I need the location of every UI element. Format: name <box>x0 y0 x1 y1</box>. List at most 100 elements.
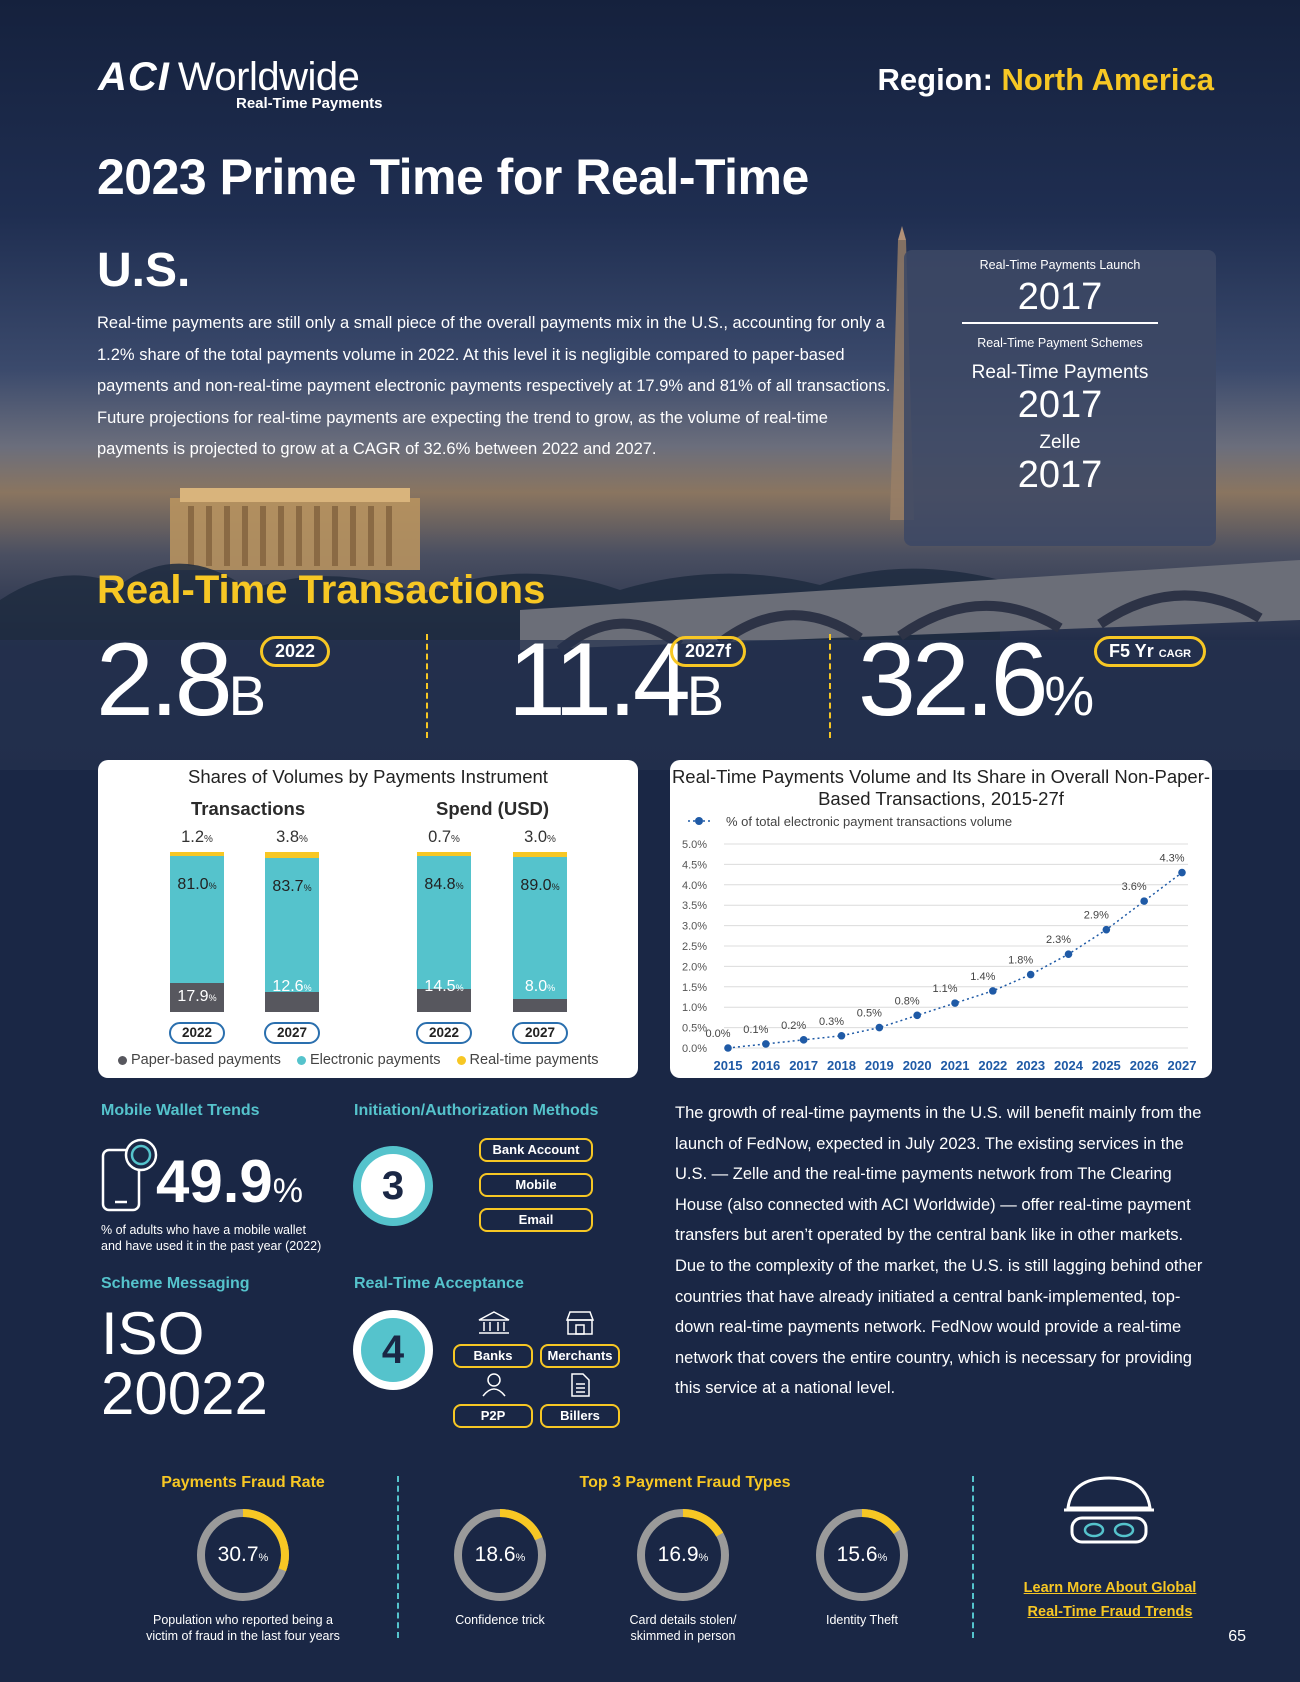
y-tick-label: 1.5% <box>682 982 707 994</box>
legend-swatch <box>118 1055 127 1065</box>
donut-ring <box>637 1509 729 1601</box>
bar-segment-paper <box>170 983 224 1012</box>
data-label: 1.4% <box>970 971 995 983</box>
bar-segment-paper <box>513 999 567 1012</box>
scheme-year: 2017 <box>1017 454 1103 496</box>
launch-year: 2017 <box>1017 276 1103 318</box>
data-point <box>989 987 997 995</box>
x-tick-label: 2017 <box>789 1058 818 1073</box>
year-pill: 2027 <box>264 1022 320 1044</box>
kpi-tag: 2022 <box>260 636 331 667</box>
link-line[interactable]: Real-Time Fraud Trends <box>1027 1604 1193 1620</box>
x-tick-label: 2023 <box>1016 1058 1045 1073</box>
region-label: Region: <box>877 62 993 97</box>
donut-fill <box>454 1509 546 1601</box>
data-label: 1.1% <box>932 983 957 995</box>
mobile-wallet-value: 49.9% <box>156 1152 303 1221</box>
logo-wordmark: Worldwide <box>177 55 360 99</box>
group-heading-spend: Spend (USD) <box>436 798 550 819</box>
stacked-bar <box>417 852 471 1012</box>
data-point <box>762 1040 770 1048</box>
logo-mark: ACI <box>98 55 170 99</box>
acceptance-pill: Banks <box>453 1344 533 1368</box>
initiation-heading: Initiation/Authorization Methods <box>354 1102 599 1119</box>
acceptance-count: 4 <box>353 1310 433 1390</box>
y-tick-label: 3.5% <box>682 900 707 912</box>
paper-share-label: 8.0% <box>524 978 556 995</box>
data-label: 2.3% <box>1046 934 1071 946</box>
data-point <box>724 1044 732 1052</box>
paper-share-label: 14.5% <box>424 978 464 995</box>
bar-segment-realtime <box>417 852 471 856</box>
hacker-mask-icon <box>1064 1476 1154 1544</box>
legend-marker <box>695 817 703 825</box>
data-label: 0.5% <box>857 1008 882 1020</box>
link-line[interactable]: Learn More About Global <box>1023 1580 1197 1596</box>
acceptance-pill: Merchants <box>540 1344 620 1368</box>
data-label: 0.3% <box>819 1016 844 1028</box>
paper-share-label: 17.9% <box>177 988 217 1005</box>
divider <box>397 1476 399 1638</box>
y-tick-label: 5.0% <box>682 839 707 851</box>
scheme-year: 2017 <box>1017 384 1103 426</box>
line-chart-title: Real-Time Payments Volume and Its Share … <box>671 766 1211 809</box>
data-point <box>875 1023 884 1032</box>
line-chart-card: Real-Time Payments Volume and Its Share … <box>670 760 1212 1078</box>
legend-swatch <box>456 1055 466 1065</box>
realtime-share-label: 3.0% <box>524 828 556 846</box>
data-point <box>1064 950 1073 958</box>
kpi-2022-volume: 2.8B 2022 <box>96 628 331 748</box>
legend-item: Paper-based payments <box>118 1052 281 1068</box>
data-point <box>913 1011 921 1020</box>
method-pill: Bank Account <box>479 1138 593 1162</box>
data-label: 3.6% <box>1122 881 1147 893</box>
donut-caption: Population who reported being a victim of… <box>146 1613 340 1643</box>
mobile-wallet-number: 49.9 <box>156 1148 273 1215</box>
donut-ring <box>197 1509 289 1601</box>
method-pill: Email <box>479 1208 593 1232</box>
electronic-share-label: 89.0% <box>520 876 560 894</box>
x-tick-label: 2022 <box>978 1058 1007 1073</box>
page-title: 2023 Prime Time for Real-Time <box>97 149 809 205</box>
stacked-bar <box>170 852 224 1012</box>
data-label: 0.0% <box>705 1028 730 1040</box>
mobile-wallet-note: % of adults who have a mobile wallet and… <box>101 1222 361 1254</box>
kpi-unit: % <box>1044 664 1095 727</box>
y-tick-label: 2.0% <box>682 961 707 973</box>
fraud-trends-link[interactable]: Learn More About Global Real-Time Fraud … <box>1020 1580 1200 1620</box>
bank-icon <box>478 1311 510 1334</box>
city-skyline-illustration <box>0 226 1300 770</box>
x-tick-label: 2027 <box>1168 1058 1197 1073</box>
donut-value: 18.6% <box>474 1543 526 1566</box>
fraud-type-donut: 15.6% <box>813 1506 911 1604</box>
legend-item: Real-time payments <box>456 1052 599 1068</box>
merchant-store-icon <box>565 1311 595 1335</box>
shares-chart-card: Shares of Volumes by Payments Instrument… <box>98 760 638 1078</box>
donut-caption: Card details stolen/skimmed in person <box>629 1613 737 1643</box>
data-label: 0.1% <box>743 1024 768 1036</box>
electronic-share-label: 81.0% <box>177 876 217 893</box>
donut-fill <box>637 1509 729 1601</box>
data-point <box>1140 897 1148 905</box>
scheme-messaging-heading: Scheme Messaging <box>101 1275 250 1292</box>
initiation-count: 3 <box>353 1146 433 1226</box>
launch-label: Real-Time Payments Launch <box>979 258 1141 272</box>
kpi-unit: B <box>228 664 266 727</box>
realtime-share-label: 3.8% <box>276 828 308 846</box>
bar-segment-paper <box>417 988 471 1012</box>
acceptance-heading: Real-Time Acceptance <box>354 1275 524 1292</box>
donut-caption: Identity Theft <box>825 1613 899 1627</box>
method-pill: Mobile <box>479 1173 593 1197</box>
fraud-types-heading: Top 3 Payment Fraud Types <box>579 1474 791 1491</box>
x-tick-label: 2025 <box>1092 1058 1121 1073</box>
kpi-tag-small: CAGR <box>1158 648 1192 660</box>
fraud-type-donut: 16.9% <box>634 1506 732 1604</box>
kpi-cagr: 32.6% F5 Yr CAGR <box>858 628 1207 748</box>
donut-fill <box>816 1509 908 1601</box>
bar-segment-electronic <box>170 856 224 984</box>
bar-segment-realtime <box>170 852 224 856</box>
legend-label: Real-time payments <box>469 1052 599 1068</box>
x-tick-label: 2015 <box>714 1058 743 1073</box>
scheme-messaging-line1: ISO <box>101 1300 205 1367</box>
launch-info-box: Real-Time Payments Launch 2017 Real-Time… <box>904 250 1216 546</box>
